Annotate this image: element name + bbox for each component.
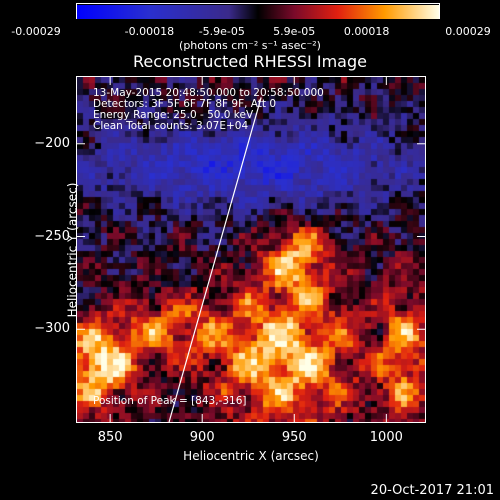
timestamp: 20-Oct-2017 21:01 (370, 483, 494, 498)
x-tick-label: 850 (97, 430, 123, 445)
colorbar-tick-label: -5.9e-05 (198, 25, 245, 38)
colorbar-tick-label: -0.00029 (11, 25, 61, 38)
y-tick-label: −250 (34, 228, 70, 244)
colorbar-gradient (77, 5, 439, 19)
annotation-time-range: 13-May-2015 20:48:50.000 to 20:58:50.000 (93, 87, 324, 99)
solar-limb-line (168, 97, 262, 422)
colorbar-tick-label: 0.00029 (445, 25, 491, 38)
colorbar-tick-label: -0.00018 (124, 25, 175, 38)
colorbar-ticks: -0.00029 -0.00018 -5.9e-05 5.9e-05 0.00018 0.… (0, 0, 500, 60)
x-axis-label: Heliocentric X (arcsec) (183, 449, 319, 463)
x-tick-label: 950 (281, 430, 307, 445)
colorbar (76, 3, 440, 19)
colorbar-tick-label: 5.9e-05 (273, 25, 316, 38)
annotation-total-counts: Clean Total counts: 3.07E+04 (93, 120, 249, 132)
chart-title: Reconstructed RHESSI Image (133, 52, 367, 71)
x-tick-label: 900 (189, 430, 215, 445)
colorbar-unit-label: (photons cm⁻² s⁻¹ asec⁻²) (179, 39, 321, 52)
overlay (168, 97, 262, 422)
x-tick-label: 1000 (369, 430, 403, 445)
colorbar-tick-label: 0.00018 (343, 25, 390, 38)
y-tick-label: −300 (34, 321, 70, 337)
y-axis-label: Heliocentric Y (arcsec) (65, 182, 80, 318)
annotation-peak-position: Position of Peak = [843,-316] (93, 395, 247, 407)
plot-area: 13-May-2015 20:48:50.000 to 20:58:50.000… (76, 76, 426, 423)
y-tick-label: −200 (34, 135, 70, 151)
annotation-detectors: Detectors: 3F 5F 6F 7F 8F 9F, Att 0 (93, 98, 277, 110)
annotation-energy-range: Energy Range: 25.0 - 50.0 keV (93, 109, 254, 121)
